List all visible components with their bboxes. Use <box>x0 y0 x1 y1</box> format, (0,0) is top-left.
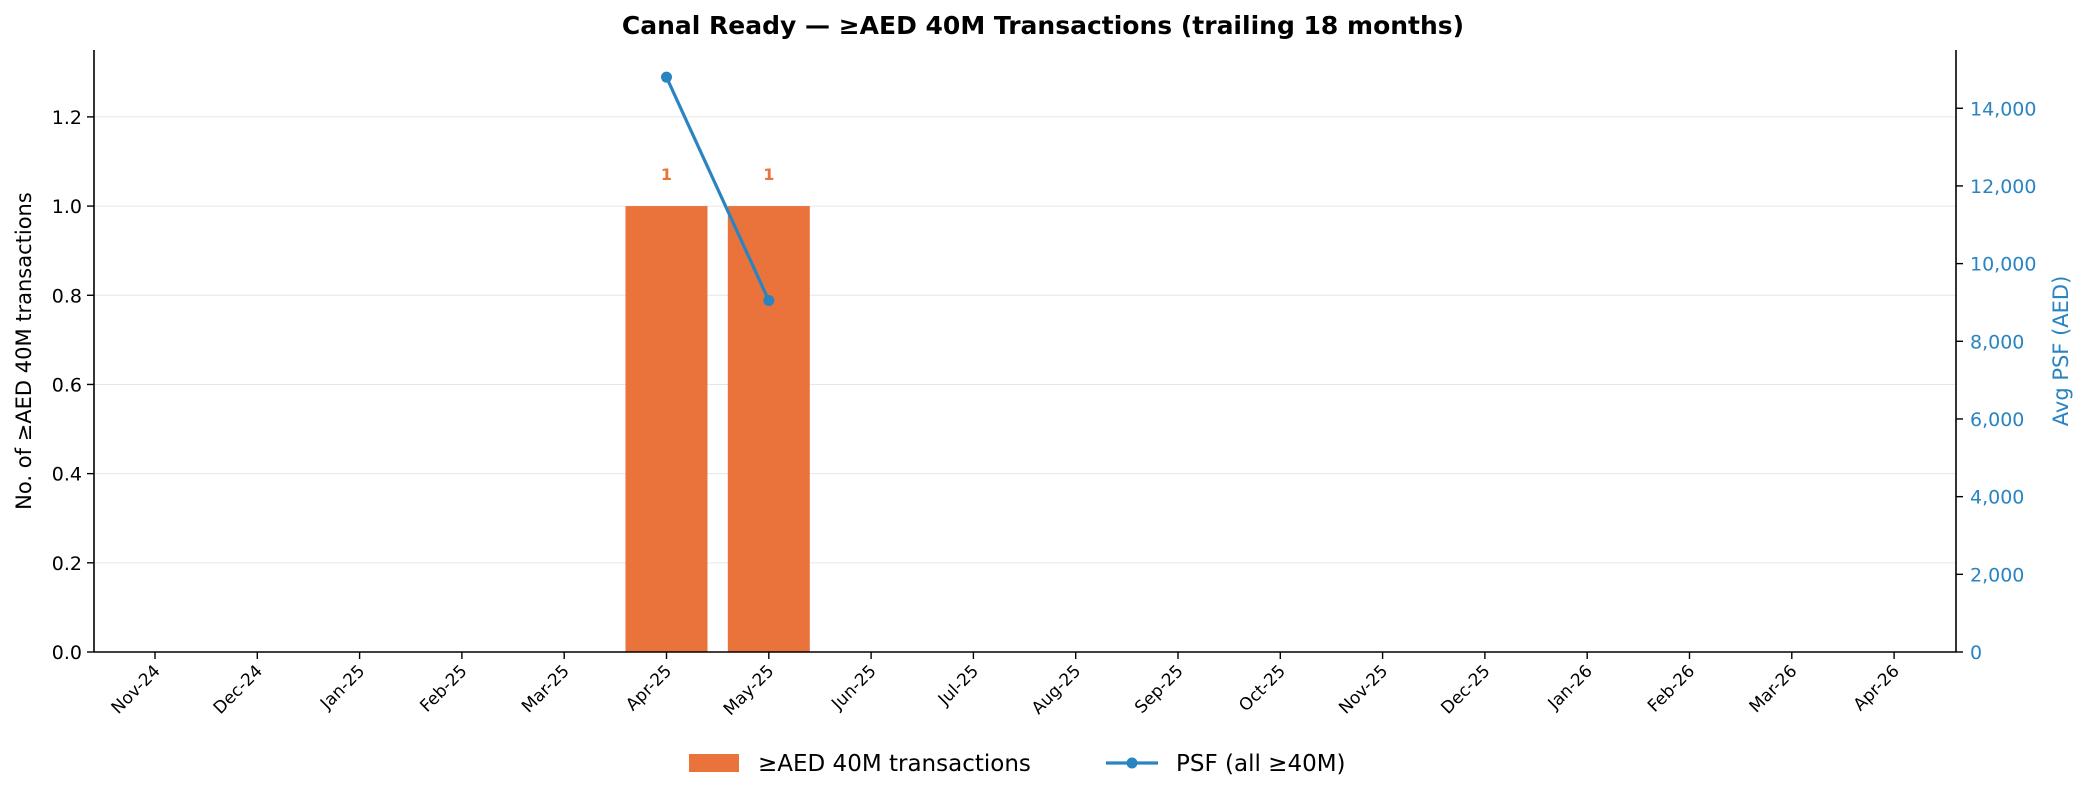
y-axis-label: No. of ≥AED 40M transactions <box>12 192 36 510</box>
chart-title: Canal Ready — ≥AED 40M Transactions (tra… <box>622 11 1464 40</box>
legend-bar-label: ≥AED 40M transactions <box>758 751 1031 777</box>
x-tick-label: Nov-24 <box>108 661 165 718</box>
x-tick-label: Jan-25 <box>316 661 369 714</box>
x-tick-label: Mar-25 <box>518 661 574 717</box>
x-tick-label: Sep-25 <box>1131 661 1187 717</box>
x-tick-label: Jan-26 <box>1544 661 1597 714</box>
x-tick-label: Oct-25 <box>1235 661 1290 716</box>
x-tick-label: Feb-26 <box>1644 661 1699 716</box>
y-tick-label: 0.2 <box>52 553 82 575</box>
psf-point <box>661 71 672 83</box>
x-tick-labels: Nov-24 Dec-24 Jan-25 Feb-25 Mar-25 Apr-25 May-… <box>108 661 1904 719</box>
y2-tick-label: 12,000 <box>1970 176 2036 198</box>
bar <box>625 206 708 652</box>
bar <box>727 206 810 652</box>
y2-tick-label: 14,000 <box>1970 98 2036 120</box>
x-tick-label: Jun-25 <box>827 661 880 714</box>
y2-tick-label: 4,000 <box>1970 487 2024 509</box>
axes <box>87 50 1963 659</box>
x-tick-label: Feb-25 <box>416 661 471 716</box>
y2-axis-label: Avg PSF (AED) <box>2049 276 2073 427</box>
x-tick-label: Nov-25 <box>1335 661 1392 718</box>
x-tick-label: Apr-25 <box>622 661 676 715</box>
bar-data-label: 1 <box>763 165 774 184</box>
y-tick-label: 0.6 <box>52 374 82 396</box>
legend-line-marker <box>1126 757 1138 769</box>
legend-bar-swatch <box>689 754 739 772</box>
gridlines <box>94 116 1956 564</box>
y-tick-label: 0.8 <box>52 285 82 307</box>
psf-line <box>665 76 771 302</box>
bar-data-label: 1 <box>661 165 672 184</box>
y-tick-label: 1.2 <box>52 107 82 129</box>
y2-tick-label: 8,000 <box>1970 331 2024 353</box>
legend: ≥AED 40M transactions PSF (all ≥40M) <box>689 751 1346 777</box>
y-tick-label: 0.0 <box>52 642 82 664</box>
x-tick-label: Jul-25 <box>934 661 983 710</box>
x-tick-label: Apr-26 <box>1850 661 1904 715</box>
x-tick-label: May-25 <box>720 661 778 719</box>
y2-tick-labels: 0 2,000 4,000 6,000 8,000 10,000 12,000 14,000 <box>1970 98 2036 664</box>
y-tick-label: 0.4 <box>52 464 82 486</box>
y2-tick-label: 2,000 <box>1970 564 2024 586</box>
x-tick-label: Mar-26 <box>1746 661 1802 717</box>
x-tick-label: Dec-24 <box>210 661 267 718</box>
y2-tick-label: 6,000 <box>1970 409 2024 431</box>
x-tick-label: Dec-25 <box>1437 661 1494 718</box>
x-tick-label: Aug-25 <box>1028 661 1085 718</box>
y-tick-label: 1.0 <box>52 196 82 218</box>
y2-tick-label: 0 <box>1970 642 1982 664</box>
y-tick-labels: 0.0 0.2 0.4 0.6 0.8 1.0 1.2 <box>52 107 82 664</box>
psf-point <box>763 295 775 307</box>
y2-tick-label: 10,000 <box>1970 254 2036 276</box>
legend-line-label: PSF (all ≥40M) <box>1176 751 1346 777</box>
psf-line-series <box>661 71 775 307</box>
